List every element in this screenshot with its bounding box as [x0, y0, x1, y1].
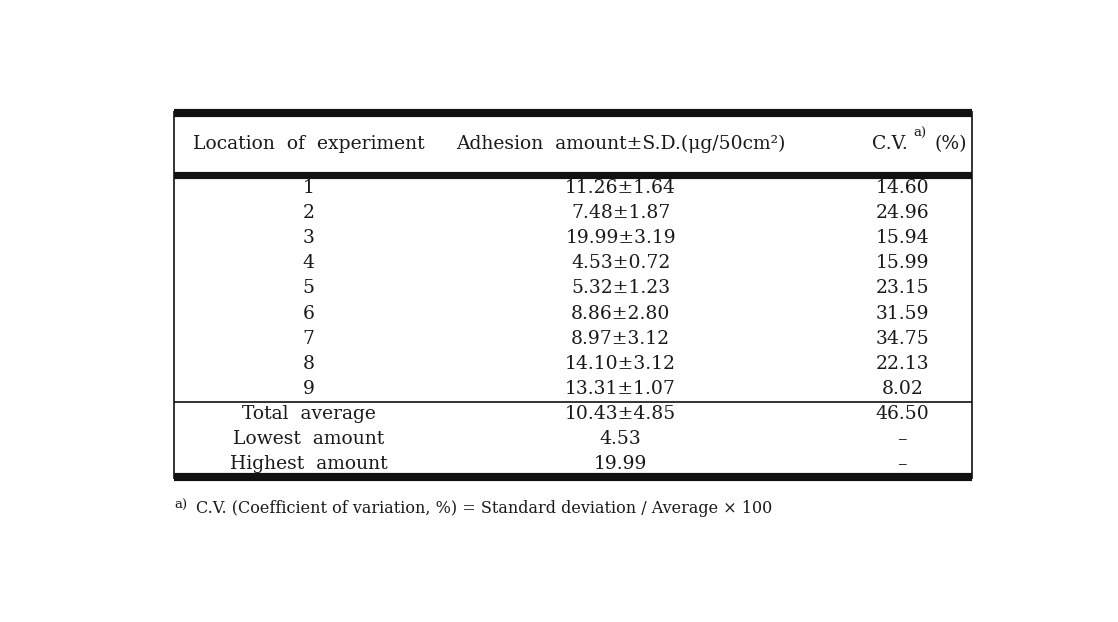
Text: 9: 9	[303, 380, 314, 398]
Text: a): a)	[174, 499, 188, 512]
Text: Adhesion  amount±S.D.(μg/50cm²): Adhesion amount±S.D.(μg/50cm²)	[456, 135, 785, 153]
Text: (%): (%)	[935, 135, 967, 153]
Text: 5: 5	[303, 279, 314, 297]
Text: 15.99: 15.99	[875, 254, 929, 272]
Text: 4.53: 4.53	[599, 430, 642, 448]
Text: 4.53±0.72: 4.53±0.72	[571, 254, 671, 272]
Text: 22.13: 22.13	[875, 355, 929, 373]
Text: 8.86±2.80: 8.86±2.80	[571, 305, 671, 323]
Text: 19.99±3.19: 19.99±3.19	[566, 229, 676, 247]
Text: 19.99: 19.99	[594, 455, 647, 473]
Text: 14.10±3.12: 14.10±3.12	[565, 355, 676, 373]
Text: 10.43±4.85: 10.43±4.85	[565, 405, 676, 423]
Text: 11.26±1.64: 11.26±1.64	[566, 179, 676, 197]
Text: –: –	[898, 455, 907, 473]
Text: 8.02: 8.02	[881, 380, 923, 398]
Text: 14.60: 14.60	[875, 179, 929, 197]
Text: 24.96: 24.96	[875, 204, 929, 222]
Text: 31.59: 31.59	[875, 305, 929, 323]
Text: 7.48±1.87: 7.48±1.87	[571, 204, 671, 222]
Text: –: –	[898, 430, 907, 448]
Text: a): a)	[913, 127, 927, 140]
Text: 3: 3	[303, 229, 314, 247]
Text: 13.31±1.07: 13.31±1.07	[566, 380, 676, 398]
Text: C.V.: C.V.	[872, 135, 908, 153]
Text: 2: 2	[303, 204, 314, 222]
Text: 5.32±1.23: 5.32±1.23	[571, 279, 670, 297]
Text: 8: 8	[303, 355, 314, 373]
Text: Location  of  experiment: Location of experiment	[193, 135, 425, 153]
Text: 6: 6	[303, 305, 314, 323]
Text: 7: 7	[303, 330, 314, 348]
Text: 23.15: 23.15	[875, 279, 929, 297]
Text: Total  average: Total average	[241, 405, 376, 423]
Text: 46.50: 46.50	[875, 405, 929, 423]
Text: 34.75: 34.75	[875, 330, 929, 348]
Text: 15.94: 15.94	[875, 229, 929, 247]
Text: 4: 4	[303, 254, 314, 272]
Text: 8.97±3.12: 8.97±3.12	[571, 330, 670, 348]
Text: 1: 1	[303, 179, 314, 197]
Text: Lowest  amount: Lowest amount	[233, 430, 385, 448]
Text: C.V. (Coefficient of variation, %) = Standard deviation / Average × 100: C.V. (Coefficient of variation, %) = Sta…	[196, 499, 773, 517]
Text: Highest  amount: Highest amount	[230, 455, 388, 473]
